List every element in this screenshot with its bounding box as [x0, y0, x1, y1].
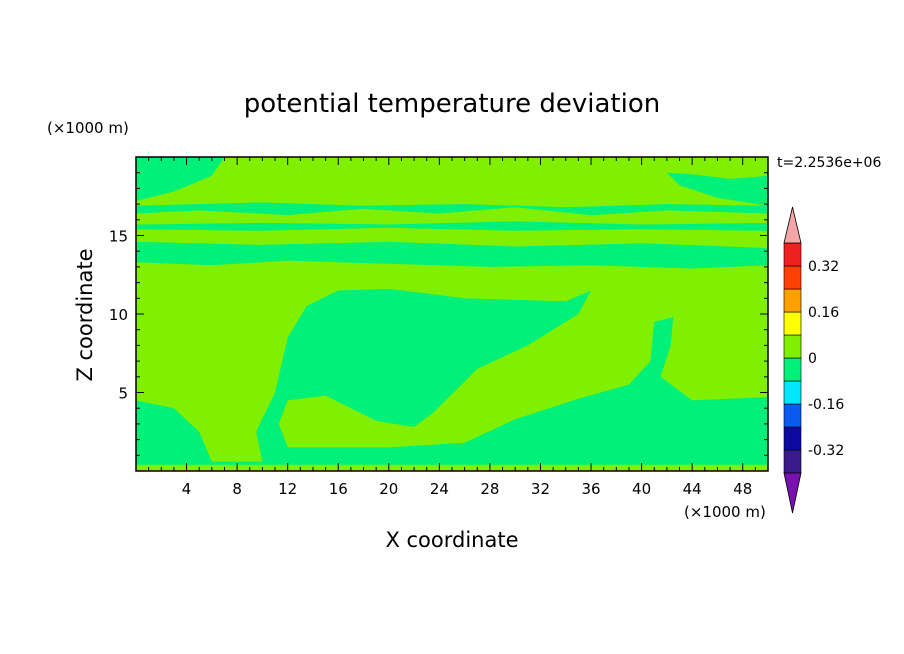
colorbar-swatch — [783, 449, 802, 474]
x-tick-label: 16 — [329, 480, 348, 498]
colorbar-swatch — [783, 242, 802, 267]
x-tick-label: 48 — [733, 480, 752, 498]
colorbar: -0.32 -0.16 0 0.16 0.32 — [783, 206, 844, 514]
y-axis-label: Z coordinate — [73, 248, 97, 381]
colorbar-tick-label: -0.16 — [808, 397, 844, 413]
y-tick-label: 5 — [118, 385, 128, 403]
field-region-plume-left — [136, 288, 768, 465]
x-tick-label: 32 — [531, 480, 550, 498]
field-region-top-left — [136, 157, 225, 201]
x-tick-label: 12 — [278, 480, 297, 498]
x-tick-label: 4 — [182, 480, 192, 498]
field-region-band-low — [136, 241, 768, 269]
colorbar-tick-label: -0.32 — [808, 443, 844, 459]
field-region-band-mid — [136, 221, 768, 231]
x-tick-label: 8 — [232, 480, 242, 498]
field-region-top-right — [666, 172, 768, 206]
x-tick-label: 36 — [581, 480, 600, 498]
field-region-band-top — [136, 202, 768, 216]
colorbar-over-arrow — [783, 206, 802, 244]
y-axis: 5 10 15 — [109, 172, 768, 456]
colorbar-under-arrow — [783, 472, 802, 514]
x-tick-label: 44 — [683, 480, 702, 498]
x-unit-label: (×1000 m) — [684, 503, 766, 521]
colorbar-swatch — [783, 380, 802, 405]
x-axis: 4 8 12 16 20 24 28 32 36 40 44 48 — [148, 157, 756, 498]
x-tick-label: 40 — [632, 480, 651, 498]
time-label: t=2.2536e+06 — [777, 155, 881, 171]
x-tick-label: 28 — [480, 480, 499, 498]
chart-title: potential temperature deviation — [244, 89, 660, 119]
contour-field — [136, 157, 768, 471]
colorbar-tick-label: 0.32 — [808, 259, 839, 275]
y-unit-label: (×1000 m) — [47, 119, 129, 137]
colorbar-swatch — [783, 403, 802, 428]
x-tick-label: 24 — [430, 480, 449, 498]
y-tick-label: 10 — [109, 306, 128, 324]
x-axis-label: X coordinate — [385, 528, 518, 552]
colorbar-swatch — [783, 311, 802, 336]
y-tick-label: 15 — [109, 228, 128, 246]
colorbar-swatch — [783, 426, 802, 451]
colorbar-swatch — [783, 265, 802, 290]
colorbar-swatch — [783, 357, 802, 382]
colorbar-swatch — [783, 288, 802, 313]
x-tick-label: 20 — [379, 480, 398, 498]
colorbar-swatch — [783, 334, 802, 359]
colorbar-tick-label: 0.16 — [808, 305, 839, 321]
colorbar-tick-label: 0 — [808, 351, 817, 367]
